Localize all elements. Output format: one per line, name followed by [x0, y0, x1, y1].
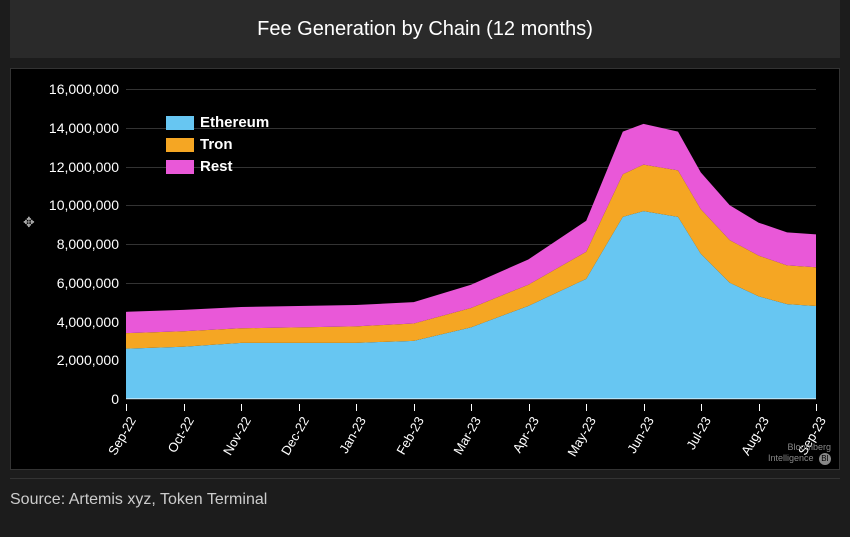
- x-tick: [126, 404, 127, 411]
- x-tick-label: Jul-23: [683, 414, 714, 452]
- y-axis-labels: 02,000,0004,000,0006,000,0008,000,00010,…: [11, 89, 119, 399]
- y-tick-label: 6,000,000: [57, 275, 119, 291]
- x-tick: [529, 404, 530, 411]
- chart-frame: ✥ 02,000,0004,000,0006,000,0008,000,0001…: [10, 68, 840, 470]
- x-tick-label: Feb-23: [393, 414, 427, 457]
- x-tick: [184, 404, 185, 411]
- x-tick-label: Dec-22: [278, 414, 312, 458]
- x-tick: [644, 404, 645, 411]
- x-tick: [471, 404, 472, 411]
- legend-swatch: [166, 116, 194, 130]
- y-tick-label: 2,000,000: [57, 352, 119, 368]
- title-bar: Fee Generation by Chain (12 months): [10, 0, 840, 58]
- page-title: Fee Generation by Chain (12 months): [257, 18, 593, 41]
- y-tick-label: 14,000,000: [49, 120, 119, 136]
- x-tick: [701, 404, 702, 411]
- x-tick-label: Nov-22: [220, 414, 254, 458]
- legend-item: Ethereum: [166, 114, 269, 131]
- x-tick-label: May-23: [564, 414, 599, 459]
- y-tick-label: 0: [111, 391, 119, 407]
- y-tick-label: 10,000,000: [49, 197, 119, 213]
- x-tick: [586, 404, 587, 411]
- branding-line1: Bloomberg: [787, 442, 831, 452]
- legend-swatch: [166, 160, 194, 174]
- x-tick-label: Mar-23: [450, 414, 484, 457]
- x-tick-label: Jun-23: [624, 414, 657, 456]
- x-tick-label: Apr-23: [509, 414, 542, 455]
- y-tick-label: 8,000,000: [57, 236, 119, 252]
- x-tick: [241, 404, 242, 411]
- source-line: Source: Artemis xyz, Token Terminal: [10, 478, 840, 509]
- x-tick: [299, 404, 300, 411]
- legend-item: Tron: [166, 136, 269, 153]
- x-tick: [414, 404, 415, 411]
- x-tick: [356, 404, 357, 411]
- y-tick-label: 4,000,000: [57, 314, 119, 330]
- app-window: Fee Generation by Chain (12 months) ✥ 02…: [0, 0, 850, 537]
- gridline: [126, 399, 816, 400]
- x-tick-label: Sep-22: [105, 414, 139, 458]
- x-tick-label: Aug-23: [738, 414, 772, 458]
- branding-line2: Intelligence: [768, 453, 814, 463]
- y-tick-label: 12,000,000: [49, 159, 119, 175]
- x-tick-label: Jan-23: [336, 414, 369, 456]
- legend-swatch: [166, 138, 194, 152]
- branding: Bloomberg Intelligence BI: [768, 443, 831, 465]
- branding-badge: BI: [819, 453, 831, 465]
- x-axis-labels: Sep-22Oct-22Nov-22Dec-22Jan-23Feb-23Mar-…: [126, 404, 816, 464]
- legend-label: Rest: [200, 158, 233, 175]
- legend: Ethereum Tron Rest: [166, 114, 269, 180]
- x-tick: [759, 404, 760, 411]
- x-tick: [816, 404, 817, 411]
- legend-label: Tron: [200, 136, 233, 153]
- x-tick-label: Oct-22: [164, 414, 196, 455]
- y-tick-label: 16,000,000: [49, 81, 119, 97]
- legend-label: Ethereum: [200, 114, 269, 131]
- legend-item: Rest: [166, 158, 269, 175]
